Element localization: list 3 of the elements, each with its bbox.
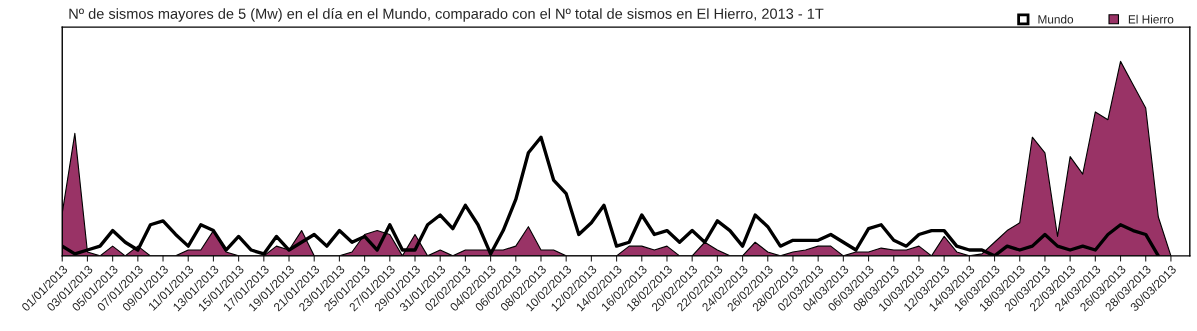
legend-label: Mundo: [1038, 14, 1074, 24]
legend-label: El Hierro: [1128, 14, 1174, 24]
chart-title: Nº de sismos mayores de 5 (Mw) en el día en el Mundo, comparado con el Nº total de sismos en El Hierro, 2013 - 1T: [69, 8, 824, 22]
